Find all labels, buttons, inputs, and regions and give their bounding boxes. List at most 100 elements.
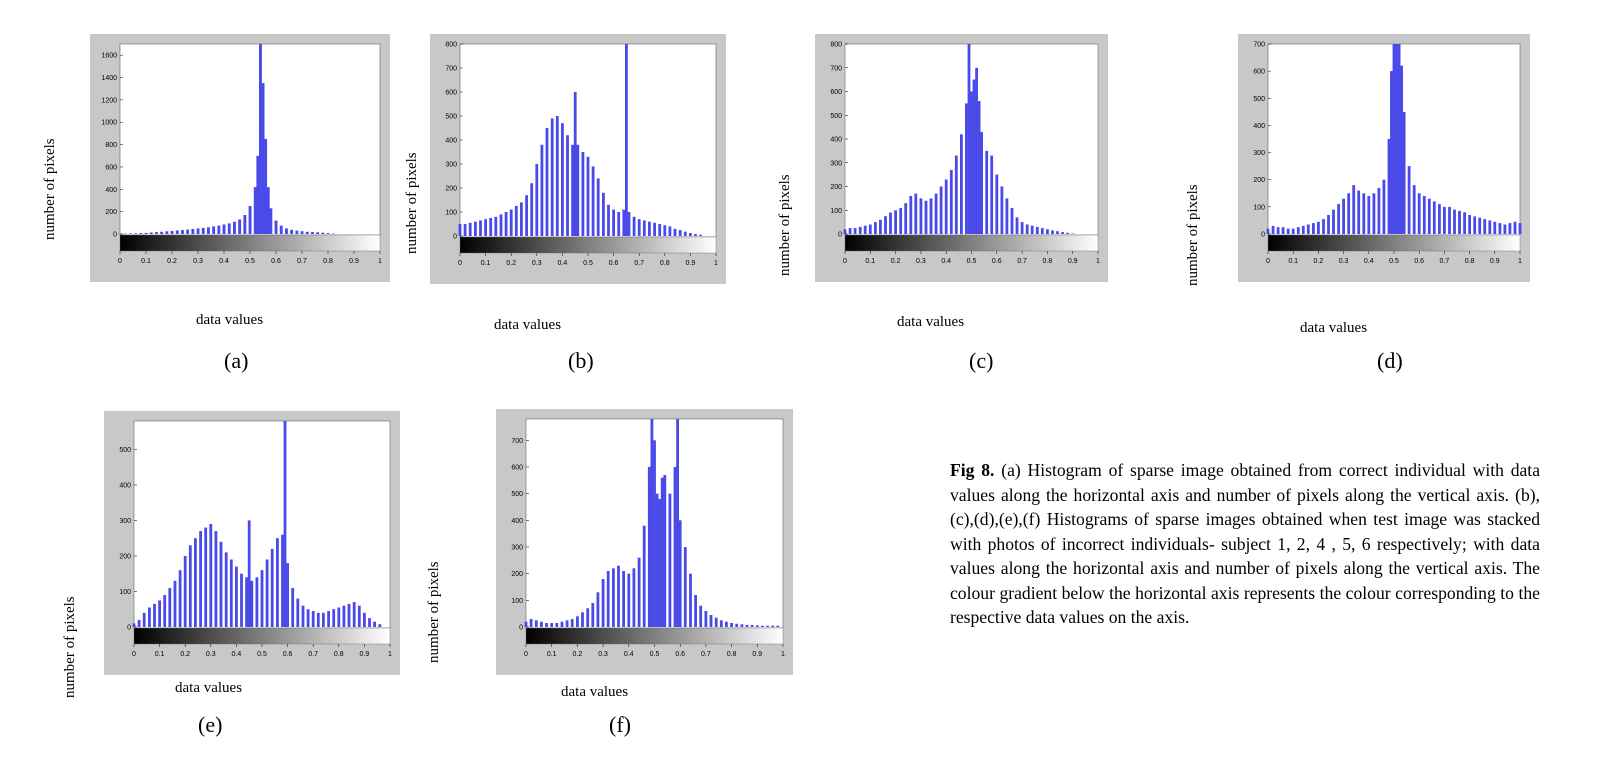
histogram-bar [301, 605, 305, 627]
histogram-bar [1508, 223, 1512, 234]
y-tick-label: 300 [119, 518, 131, 525]
histogram-bar [479, 220, 482, 236]
histogram-bar [158, 600, 161, 627]
histogram-bar [305, 231, 309, 234]
y-tick-label: 500 [445, 114, 457, 121]
histogram-bar [658, 224, 662, 236]
histogram-bar [295, 230, 299, 234]
histogram-bar [529, 619, 533, 627]
histogram-bar [632, 568, 636, 627]
x-tick-label: 0 [1266, 258, 1270, 265]
histogram-bar [755, 625, 759, 627]
histogram-bar [212, 226, 216, 234]
histogram-bar [534, 620, 538, 627]
x-tick-label: 0.9 [360, 651, 370, 658]
histogram-bar [776, 625, 780, 627]
y-tick-label: 1400 [101, 75, 117, 82]
histogram-bar [1372, 193, 1376, 234]
histogram-plot: 0 100 200 300 400 500 600 700 0 0.1 0.2 0.3 0.4 0.5 0.… [1253, 42, 1522, 266]
histogram-bar [142, 612, 146, 627]
histogram-bar [879, 219, 882, 235]
histogram-bar [904, 203, 908, 234]
y-tick-label: 300 [1253, 150, 1265, 157]
histogram-bar [525, 195, 528, 236]
histogram-bar [678, 230, 682, 236]
histogram-bar [530, 183, 534, 236]
histogram-bar [970, 91, 973, 234]
histogram-bar [535, 164, 539, 236]
histogram-bar [168, 587, 172, 627]
histogram-bar [919, 198, 923, 234]
y-tick-label: 400 [1253, 123, 1265, 130]
histogram-bar [627, 573, 631, 627]
histogram-bar [504, 212, 508, 236]
histogram-bar [1337, 204, 1340, 234]
y-tick-label: 100 [511, 598, 523, 605]
histogram-bar [155, 232, 158, 234]
histogram-bar [699, 234, 702, 236]
histogram-bar [894, 210, 897, 235]
histogram-bar [853, 228, 857, 234]
histogram-bar [1468, 215, 1471, 234]
histogram-bar [253, 187, 257, 234]
histogram-bar [240, 573, 243, 627]
histogram-bar [1498, 223, 1502, 234]
histogram-bar [1473, 216, 1477, 234]
x-tick-label: 0.1 [865, 258, 875, 265]
histogram-bar [725, 621, 728, 627]
histogram-bar [186, 229, 190, 234]
x-tick-label: 0.2 [180, 651, 190, 658]
histogram-bar [596, 178, 600, 236]
histogram-bar [191, 229, 195, 234]
histogram-bar [1286, 228, 1290, 234]
histogram-bar [591, 603, 595, 627]
histogram-bar [606, 571, 610, 627]
histogram-bar [929, 198, 933, 234]
x-tick-label: 0.4 [558, 260, 568, 267]
histogram-bar [1306, 224, 1310, 234]
y-tick-label: 400 [511, 518, 523, 525]
histogram-bar [165, 231, 169, 234]
histogram-bar [939, 186, 943, 234]
histogram-bar [985, 150, 989, 234]
histogram-bar [683, 231, 687, 236]
y-tick-label: 200 [445, 186, 457, 193]
y-tick-label: 0 [127, 625, 131, 632]
histogram-bar [745, 624, 749, 627]
histogram-bar [311, 232, 314, 234]
histogram-bar [668, 226, 672, 236]
histogram-bar [281, 534, 284, 627]
histogram-bar [761, 625, 764, 627]
x-tick-label: 1 [388, 651, 392, 658]
histogram-bar [601, 579, 605, 627]
histogram-bar [214, 531, 218, 627]
y-axis-label: number of pixels [62, 596, 78, 698]
histogram-bar [286, 563, 289, 627]
histogram-bar [972, 79, 976, 234]
x-tick-label: 1 [714, 260, 718, 267]
histogram-bar [1347, 193, 1351, 234]
histogram-bar [653, 440, 656, 627]
histogram-bar [914, 193, 918, 234]
histogram-bar [699, 605, 703, 627]
plot-frame: 0 200 400 600 800 1000 1200 1400 1600 0 0.1 0.2 0.3 0… [90, 34, 390, 282]
y-tick-label: 800 [445, 42, 457, 49]
x-axis-label: data values [175, 680, 243, 696]
histogram-bar [676, 419, 679, 627]
plot-area [119, 43, 381, 236]
y-tick-label: 200 [105, 209, 117, 216]
histogram-bar [694, 234, 697, 236]
histogram-bar [520, 202, 523, 236]
histogram-bar [581, 612, 584, 627]
histogram-bar [1030, 225, 1034, 234]
y-axis-label: number of pixels [1185, 184, 1201, 286]
x-tick-label: 0.1 [155, 651, 165, 658]
x-tick-label: 0.6 [283, 651, 293, 658]
y-tick-label: 100 [830, 208, 842, 215]
histogram-plot: 0 200 400 600 800 1000 1200 1400 1600 0 0.1 0.2 0.3 0… [101, 43, 382, 265]
histogram-bar [647, 467, 651, 627]
histogram-bar [269, 208, 273, 234]
histogram-bar [550, 118, 554, 236]
histogram-bar [1412, 185, 1416, 234]
histogram-bar [1266, 228, 1270, 234]
